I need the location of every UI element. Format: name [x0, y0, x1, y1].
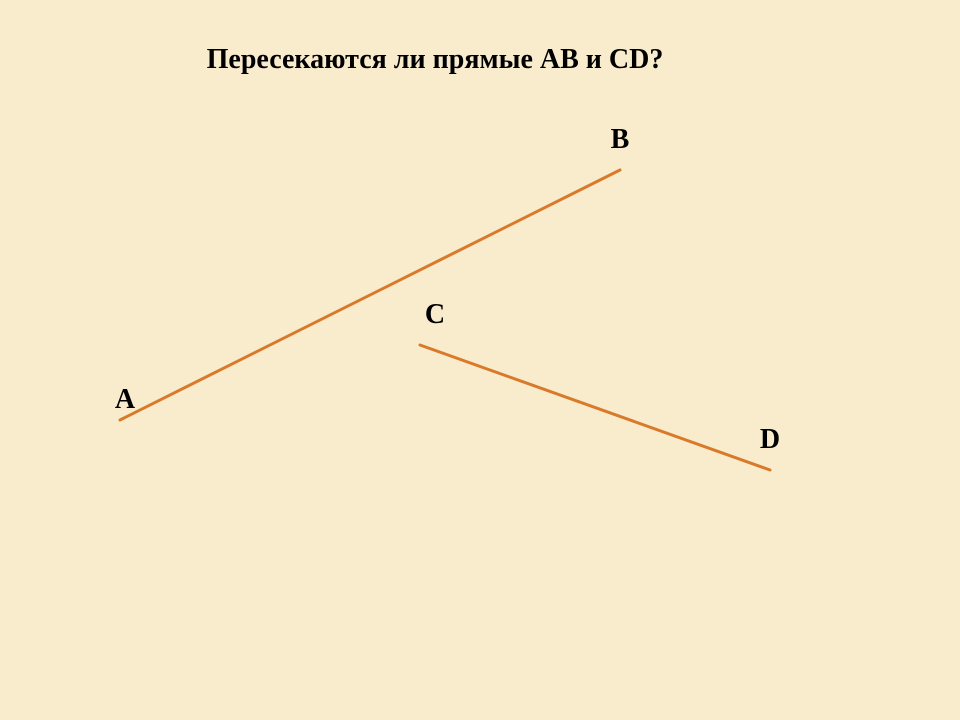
- point-label-c: С: [425, 299, 445, 331]
- line-ab: [120, 170, 620, 420]
- line-cd: [420, 345, 770, 470]
- diagram-canvas: Пересекаются ли прямые АВ и СD? А В С D: [0, 0, 960, 720]
- point-label-b: В: [611, 124, 630, 156]
- lines-layer: [0, 0, 960, 720]
- diagram-title: Пересекаются ли прямые АВ и СD?: [207, 44, 664, 76]
- point-label-a: А: [115, 384, 135, 416]
- point-label-d: D: [760, 424, 780, 456]
